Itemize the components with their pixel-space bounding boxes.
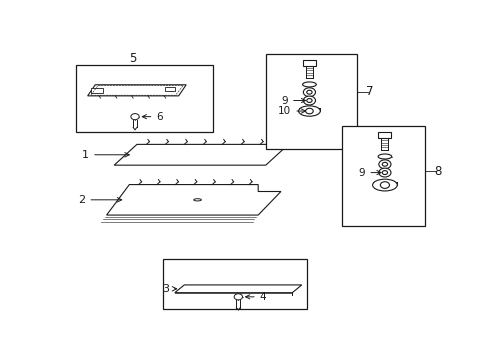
Text: 5: 5 xyxy=(129,52,137,65)
Circle shape xyxy=(303,96,315,105)
Text: 9: 9 xyxy=(358,168,380,177)
Text: 1: 1 xyxy=(82,150,129,160)
Polygon shape xyxy=(175,285,301,293)
Polygon shape xyxy=(87,85,186,96)
Polygon shape xyxy=(106,185,280,215)
Bar xyxy=(163,260,307,309)
Circle shape xyxy=(382,171,387,175)
Text: 10: 10 xyxy=(278,106,305,116)
Circle shape xyxy=(306,99,311,103)
Text: 3: 3 xyxy=(162,284,176,294)
Ellipse shape xyxy=(377,154,391,159)
Text: 7: 7 xyxy=(366,85,373,99)
Bar xyxy=(265,54,356,149)
Ellipse shape xyxy=(193,199,201,201)
Ellipse shape xyxy=(302,82,316,87)
Bar xyxy=(76,66,212,132)
Text: 8: 8 xyxy=(434,165,441,178)
Circle shape xyxy=(234,294,242,300)
Text: 4: 4 xyxy=(245,292,266,302)
Circle shape xyxy=(306,90,311,94)
Ellipse shape xyxy=(298,106,320,116)
Circle shape xyxy=(305,108,313,114)
Ellipse shape xyxy=(372,179,396,191)
Bar xyxy=(341,126,424,226)
Text: 2: 2 xyxy=(78,195,122,205)
Text: 9: 9 xyxy=(281,95,305,105)
Bar xyxy=(91,87,102,93)
Bar xyxy=(303,60,315,66)
Bar xyxy=(165,87,175,91)
Circle shape xyxy=(378,168,390,177)
Circle shape xyxy=(380,182,388,188)
Circle shape xyxy=(131,114,139,120)
Circle shape xyxy=(378,160,390,169)
Bar xyxy=(378,132,390,138)
Polygon shape xyxy=(114,144,288,165)
Circle shape xyxy=(303,88,315,96)
Circle shape xyxy=(382,162,387,166)
Text: 6: 6 xyxy=(142,112,163,122)
